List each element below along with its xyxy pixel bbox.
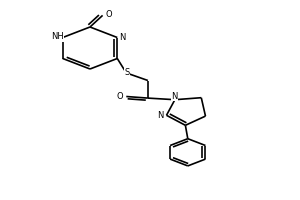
Text: N: N	[171, 92, 178, 101]
Text: O: O	[116, 92, 123, 101]
Text: O: O	[106, 10, 112, 19]
Text: NH: NH	[51, 32, 64, 41]
Text: N: N	[119, 33, 126, 42]
Text: N: N	[157, 111, 163, 120]
Text: S: S	[124, 68, 130, 77]
